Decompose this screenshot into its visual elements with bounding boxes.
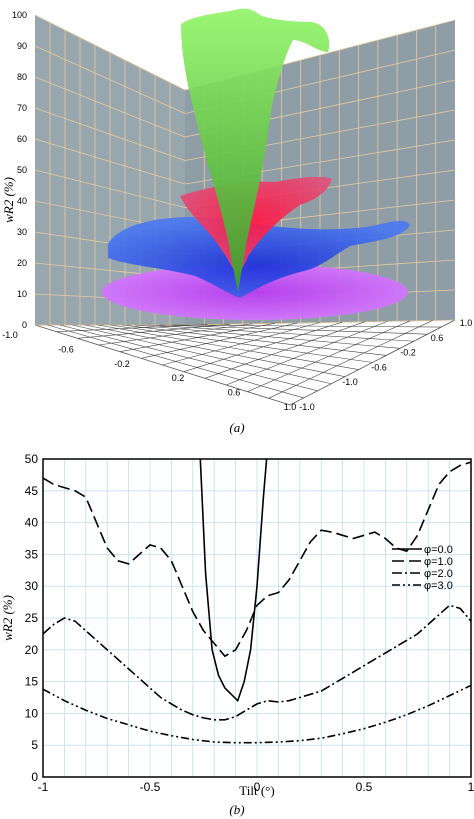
series-line-0	[199, 459, 268, 703]
z-tick-label: 40	[17, 196, 27, 206]
legend-label: φ=3.0	[424, 580, 453, 592]
x-tick-label: -0.6	[58, 344, 74, 354]
y-tick-label: 45	[25, 484, 39, 498]
y-tick-label: -0.2	[400, 348, 416, 358]
x-tick-label: 0.6	[228, 388, 241, 398]
series-line-3	[43, 684, 471, 744]
y-tick-label: -1.0	[299, 402, 315, 412]
y-tick-label: 1.0	[460, 318, 473, 328]
y-tick-labels: 0 5 10 15 20 25 30 35 40 45 50	[25, 452, 39, 784]
z-axis-ticks: 0 10 20 30 40 50 60 70 80 90 100	[12, 10, 27, 330]
z-tick-label: 50	[17, 165, 27, 175]
surface-phi-2	[108, 217, 410, 298]
z-tick-label: 10	[17, 289, 27, 299]
y-tick-label: 5	[31, 738, 38, 752]
x-tick-label: 0.5	[356, 780, 373, 794]
x-tick-label: -0.5	[140, 780, 161, 794]
z-tick-label: 30	[17, 227, 27, 237]
legend: φ=0.0φ=1.0φ=2.0φ=3.0	[392, 544, 453, 592]
y-tick-label: 35	[25, 547, 39, 561]
x-tick-label: 1.0	[284, 402, 297, 412]
y-tick-label: 30	[25, 579, 39, 593]
x-axis-ticks: -1.0 -0.6 -0.2 0.2 0.6 1.0	[2, 330, 296, 412]
x-tick-label: 1	[468, 780, 474, 794]
z-tick-label: 20	[17, 258, 27, 268]
surface-phi-3	[102, 264, 408, 320]
z-tick-label: 100	[12, 10, 27, 20]
y-tick-label: -1.0	[342, 377, 358, 387]
legend-label: φ=2.0	[424, 568, 453, 580]
x-tick-label: 0	[254, 780, 261, 794]
surface-plot-a: 0 10 20 30 40 50 60 70 80 90 100 -1.0 -0.6 -0.2 0.2 0.…	[1, 8, 472, 435]
x-tick-label: 0.2	[172, 373, 185, 383]
x-tick-label: -1.0	[2, 330, 18, 340]
x-tick-label: -1	[38, 780, 49, 794]
z-tick-label: 0	[22, 320, 27, 330]
y-axis-label: wR2 (%)	[0, 595, 15, 641]
legend-label: φ=1.0	[424, 556, 453, 568]
y-tick-label: 50	[25, 452, 39, 466]
y-tick-label: 40	[25, 516, 39, 530]
grid	[43, 459, 471, 777]
plot-frame	[42, 458, 472, 778]
x-tick-label: -0.2	[114, 359, 130, 369]
y-tick-label: -0.6	[371, 362, 387, 372]
y-tick-label: 15	[25, 675, 39, 689]
panel-label-a: (a)	[229, 420, 244, 435]
y-tick-label: 0	[31, 770, 38, 784]
z-tick-label: 60	[17, 134, 27, 144]
y-tick-label: 20	[25, 643, 39, 657]
y-tick-label: 25	[25, 611, 39, 625]
panel-label-b: (b)	[229, 802, 244, 817]
y-axis-ticks: -1.0 1.0 0.6 -0.2 -0.6 -1.0	[299, 318, 472, 412]
surface-phi-1	[180, 177, 332, 276]
z-tick-label: 70	[17, 103, 27, 113]
z-tick-label: 90	[17, 41, 27, 51]
floor-grid	[47, 320, 442, 399]
y-tick-label: 10	[25, 706, 39, 720]
series-line-2	[43, 604, 471, 721]
z-axis-label: wR2 (%)	[1, 177, 16, 223]
legend-label: φ=0.0	[424, 544, 453, 556]
x-axis-label: Tilt (°)	[239, 783, 274, 798]
z-tick-label: 80	[17, 72, 27, 82]
y-tick-label: 0.6	[431, 333, 444, 343]
x-tick-labels: -1 -0.5 0 0.5 1	[38, 780, 474, 794]
surface-phi-0	[181, 8, 330, 292]
